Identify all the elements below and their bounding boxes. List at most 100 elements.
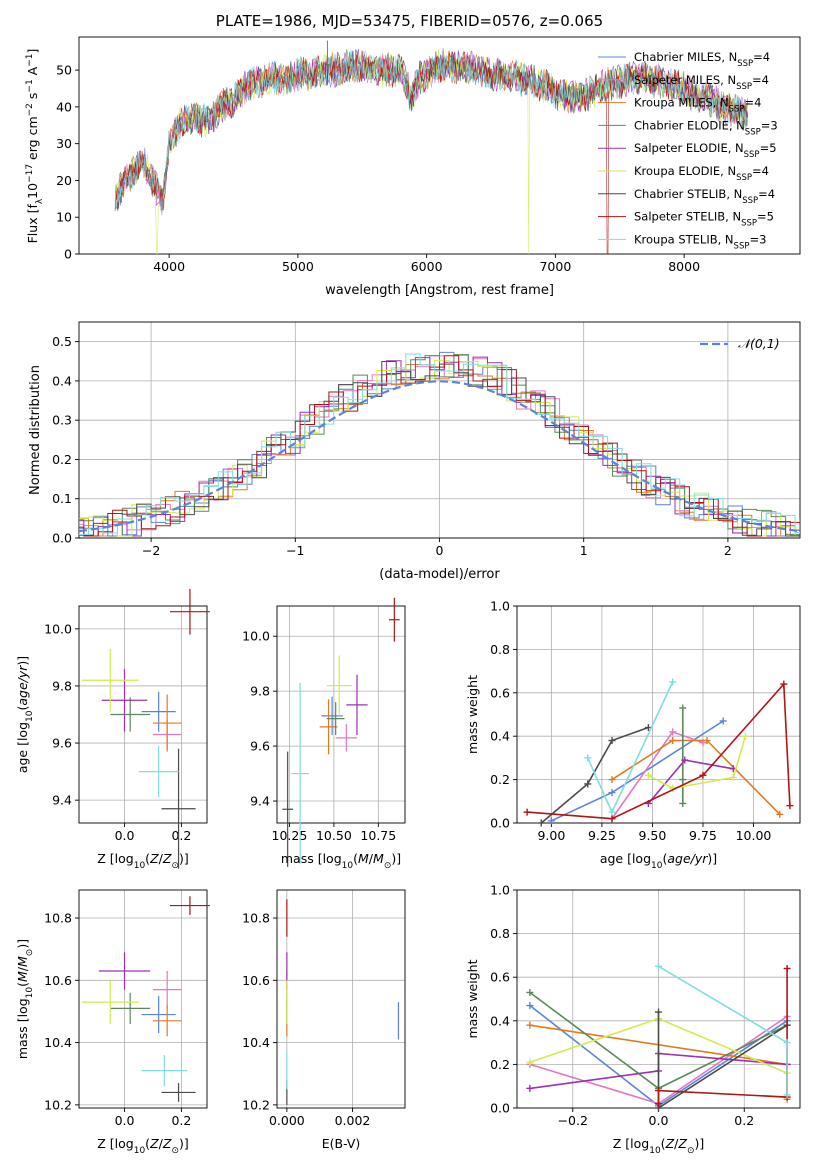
axes-frame [276,605,406,824]
y-tick-label: 0.2 [490,772,510,787]
y-tick-label: 9.8 [250,684,270,699]
y-tick-label: 50 [56,63,72,78]
x-axis-label: Z [log10(Z/Z⊙)] [97,851,189,871]
normal-curve [79,380,800,533]
x-tick-label: 4000 [153,259,185,274]
x-tick-label: 10.25 [272,828,308,843]
y-tick-label: 0.2 [52,452,72,467]
y-tick-label: 0.8 [490,642,510,657]
x-tick-label: 6000 [411,259,443,274]
y-tick-label: 0.1 [52,491,72,506]
y-axis-label: Normed distribution [28,365,43,495]
y-tick-label: 10.2 [242,1097,270,1112]
x-tick-label: 0.0 [115,828,135,843]
y-axis-label: Flux [fλ10−17 erg cm−2 s−1 A−1] [25,49,45,244]
y-tick-label: 0.6 [490,970,510,985]
series-line [648,735,747,790]
y-tick-label: 40 [56,99,72,114]
legend-label: Kroupa ELODIE, NSSP=4 [634,164,769,183]
axes-mass_vs_EBV: 0.000 0.002 10.2 10.4 10.6 10.8 [242,889,406,1128]
x-tick-label: 10.50 [316,828,352,843]
y-tick-label: 1.0 [490,883,510,898]
y-tick-label: 10.4 [242,1035,270,1050]
axes-frame [78,889,208,1109]
y-tick-label: 10.0 [44,621,72,636]
spectrum-series-line [114,49,748,209]
x-tick-label: 5000 [282,259,314,274]
legend-label: 𝒩(0,1) [738,336,780,351]
y-axis-label: mass [log10(M/M⊙)] [15,939,35,1059]
spectrum-series-line [114,50,748,216]
y-tick-label: 1.0 [490,599,510,614]
y-axis-label: age [log10(age/yr)] [15,656,35,773]
x-axis-label: age [log10(age/yr)] [600,851,717,871]
y-tick-label: 10.4 [44,1035,72,1050]
y-tick-label: 9.4 [52,793,72,808]
spectrum-lines [114,40,748,254]
x-tick-label: 0.002 [335,1113,371,1128]
figure-title: PLATE=1986, MJD=53475, FIBERID=0576, z=0… [215,12,604,30]
legend-label: Kroupa STELIB, NSSP=3 [634,232,766,251]
y-tick-label: 0.4 [490,729,510,744]
y-tick-label: 10 [56,210,72,225]
x-tick-label: 8000 [668,259,700,274]
axes-age_vs_Z: 0.0 0.2 9.4 9.6 9.8 10.0 [44,588,210,869]
axes-frame [78,605,208,824]
x-tick-label: 9.75 [689,828,717,843]
y-tick-label: 10.0 [242,629,270,644]
y-axis-label: mass weight [465,959,480,1038]
y-tick-label: 0.2 [490,1057,510,1072]
y-tick-label: 0.0 [490,1101,510,1116]
histogram-step-line [79,359,800,537]
x-tick-label: 9.00 [537,828,565,843]
series-line [658,965,788,1095]
x-tick-label: 10.00 [736,828,772,843]
histogram-step-line [79,361,800,537]
y-tick-label: 0.0 [490,816,510,831]
x-tick-label: 10.75 [360,828,396,843]
x-axis-label: mass [log10(M/M⊙)] [281,851,401,871]
y-tick-label: 9.8 [52,678,72,693]
legend-label: Salpeter ELODIE, NSSP=5 [634,141,777,160]
legend-label: Salpeter MILES, NSSP=4 [634,73,769,92]
legend-spectrum: Chabrier MILES, NSSP=4 Salpeter MILES, NS… [598,50,778,251]
axes-frame [78,36,801,255]
legend-label: Kroupa MILES, NSSP=4 [634,96,761,115]
legend-label: Chabrier STELIB, NSSP=4 [634,187,775,206]
x-tick-label: 0.000 [269,1113,305,1128]
x-tick-label: −1 [286,543,304,558]
y-tick-label: 20 [56,173,72,188]
legend-label: Chabrier ELODIE, NSSP=3 [634,118,778,137]
x-tick-label: −0.2 [558,1113,588,1128]
spectrum-series-line [114,50,748,254]
series-line [657,968,788,1104]
histogram-step-line [79,364,800,537]
y-tick-label: 10.6 [44,973,72,988]
x-tick-label: 1 [580,543,588,558]
y-tick-label: 0.3 [52,413,72,428]
x-tick-label: 0.2 [171,828,191,843]
series-line [611,739,781,815]
x-tick-label: 7000 [539,259,571,274]
x-tick-label: 0 [436,543,444,558]
y-tick-label: 0.5 [52,334,72,349]
x-tick-label: 0.2 [734,1113,754,1128]
y-tick-label: 0.6 [490,685,510,700]
x-tick-label: 9.25 [588,828,616,843]
y-tick-label: 10.2 [44,1097,72,1112]
x-axis-label: wavelength [Angstrom, rest frame] [325,283,554,298]
histogram-step-line [79,355,800,537]
y-axis-label: mass weight [465,675,480,754]
histograms [79,351,800,537]
legend-label: Chabrier MILES, NSSP=4 [634,50,770,69]
series-line [611,730,704,820]
y-tick-label: 0.0 [52,531,72,546]
x-tick-label: 2 [724,543,732,558]
x-tick-label: −2 [142,543,160,558]
x-tick-label: 0.0 [115,1113,135,1128]
x-axis-label: Z [log10(Z/Z⊙)] [97,1136,189,1156]
x-axis-label: (data-model)/error [379,567,500,582]
axes-spectrum: 4000 5000 6000 7000 8000 0 10 20 30 40 50 [56,36,801,274]
y-tick-label: 9.6 [250,739,270,754]
